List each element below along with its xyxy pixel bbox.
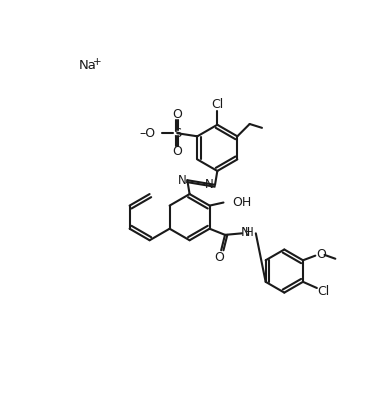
Text: H: H <box>244 226 253 239</box>
Text: N: N <box>240 226 250 239</box>
Text: Cl: Cl <box>211 98 223 111</box>
Text: Cl: Cl <box>318 285 330 298</box>
Text: OH: OH <box>233 196 252 209</box>
Text: O: O <box>316 248 326 261</box>
Text: N: N <box>178 174 186 187</box>
Text: N: N <box>205 178 214 191</box>
Text: –O: –O <box>140 127 156 140</box>
Text: O: O <box>172 145 182 158</box>
Text: Na: Na <box>79 59 97 72</box>
Text: O: O <box>215 251 225 264</box>
Text: S: S <box>173 127 182 140</box>
Text: +: + <box>93 57 101 66</box>
Text: O: O <box>172 108 182 121</box>
